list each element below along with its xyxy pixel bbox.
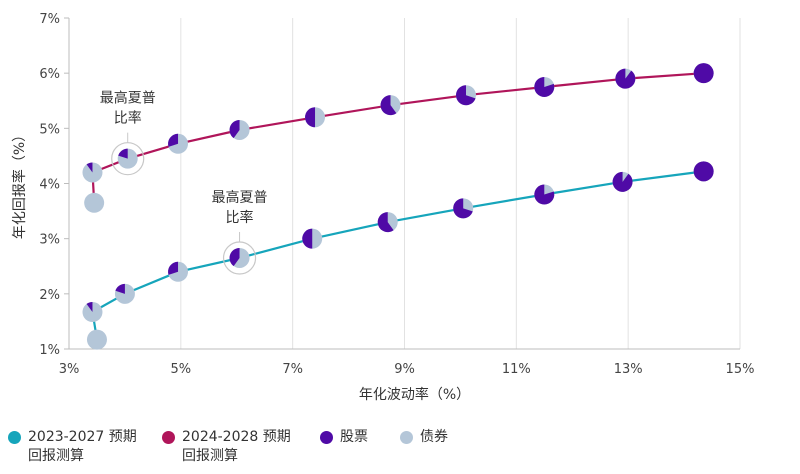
annotation-label-line: 最高夏普 [212, 189, 268, 206]
bond-slice [84, 192, 105, 213]
stock-slice [86, 162, 93, 173]
allocation-pie-marker [117, 148, 138, 169]
stock-slice [534, 76, 555, 97]
legend-label: 2023-2027 预期 回报测算 [28, 429, 137, 464]
allocation-pie-marker [693, 161, 714, 182]
stock-slice [168, 133, 179, 147]
legend-label: 2024-2028 预期 回报测算 [182, 429, 291, 464]
allocation-pie-marker [534, 76, 555, 97]
series-markers [82, 63, 714, 350]
x-tick-label: 15% [726, 362, 755, 377]
stock-slice [453, 198, 473, 219]
allocation-pie-marker [302, 228, 323, 249]
chart-legend: 2023-2027 预期 回报测算 2024-2028 预期 回报测算 股票 债… [0, 428, 800, 474]
legend-swatch [400, 431, 413, 444]
allocation-pie-marker [380, 95, 401, 116]
allocation-pie-marker [114, 283, 135, 304]
legend-label: 股票 [340, 429, 368, 445]
allocation-pie-marker [534, 184, 555, 205]
allocation-pie-marker [229, 119, 250, 140]
y-tick-label: 2% [39, 288, 60, 303]
allocation-pie-marker [615, 68, 636, 89]
allocation-pie-marker [377, 212, 398, 233]
y-tick-label: 5% [39, 122, 60, 137]
legend-item-stocks: 股票 [320, 428, 368, 447]
allocation-pie-marker [612, 171, 633, 192]
annotation-label: 最高夏普比率 [100, 90, 156, 127]
y-tick-label: 6% [39, 67, 60, 82]
y-tick-label: 3% [39, 233, 60, 248]
y-tick-label: 7% [39, 12, 60, 27]
stock-slice [168, 261, 179, 275]
allocation-pie-marker [229, 247, 250, 268]
legend-item-2023-2027: 2023-2027 预期 回报测算 [8, 428, 137, 466]
x-tick-label: 11% [502, 362, 531, 377]
bond-slice [86, 329, 107, 350]
stock-slice [115, 283, 125, 294]
grid-layer [68, 18, 741, 349]
annotation-label-line: 最高夏普 [100, 90, 156, 107]
x-tick-label: 5% [171, 362, 192, 377]
stock-slice [118, 148, 128, 159]
stock-slice [615, 68, 636, 89]
allocation-pie-marker [456, 85, 477, 106]
x-tick-label: 9% [394, 362, 415, 377]
legend-label: 债券 [420, 429, 448, 445]
stock-slice [380, 95, 397, 116]
y-tick-label: 1% [39, 343, 60, 358]
x-tick-label: 3% [59, 362, 80, 377]
x-tick-label: 7% [282, 362, 303, 377]
stock-slice [305, 107, 316, 128]
stock-slice [86, 302, 93, 313]
stock-slice [456, 85, 476, 106]
allocation-pie-marker [168, 261, 189, 282]
legend-item-bonds: 债券 [400, 428, 448, 447]
allocation-pie-marker [84, 192, 105, 213]
allocation-pie-marker [82, 162, 103, 183]
stock-slice [693, 161, 714, 182]
x-axis-title: 年化波动率（%） [359, 386, 470, 403]
y-axis-title: 年化回报率（%） [11, 128, 28, 239]
allocation-pie-marker [693, 63, 714, 84]
stock-slice [612, 171, 633, 192]
legend-swatch [8, 431, 21, 444]
annotation-label-line: 比率 [226, 209, 254, 226]
stock-slice [534, 184, 555, 205]
allocation-pie-marker [305, 107, 326, 128]
annotation-label: 最高夏普比率 [212, 189, 268, 226]
annotation-label-line: 比率 [114, 110, 142, 127]
efficient-frontier-chart: 3% 5% 7% 9% 11% 13% 15% 1% 2% 3% 4% 5% 6% 7% 年化波动率（%） 年… [11, 12, 754, 403]
stock-slice [302, 228, 313, 249]
stock-slice [693, 63, 714, 84]
allocation-pie-marker [82, 302, 103, 323]
stock-slice [377, 212, 394, 233]
axis-layer: 3% 5% 7% 9% 11% 13% 15% 1% 2% 3% 4% 5% 6% 7% 年化波动率（%） 年… [11, 12, 754, 403]
allocation-pie-marker [453, 198, 474, 219]
x-tick-label: 13% [614, 362, 643, 377]
series-lines [91, 72, 704, 340]
allocation-pie-marker [168, 133, 189, 154]
legend-swatch [320, 431, 333, 444]
stock-slice [229, 119, 240, 139]
legend-item-2024-2028: 2024-2028 预期 回报测算 [162, 428, 291, 466]
stock-slice [229, 247, 240, 267]
series-line [91, 170, 704, 340]
y-tick-label: 4% [39, 178, 60, 193]
allocation-pie-marker [86, 329, 107, 350]
legend-swatch [162, 431, 175, 444]
